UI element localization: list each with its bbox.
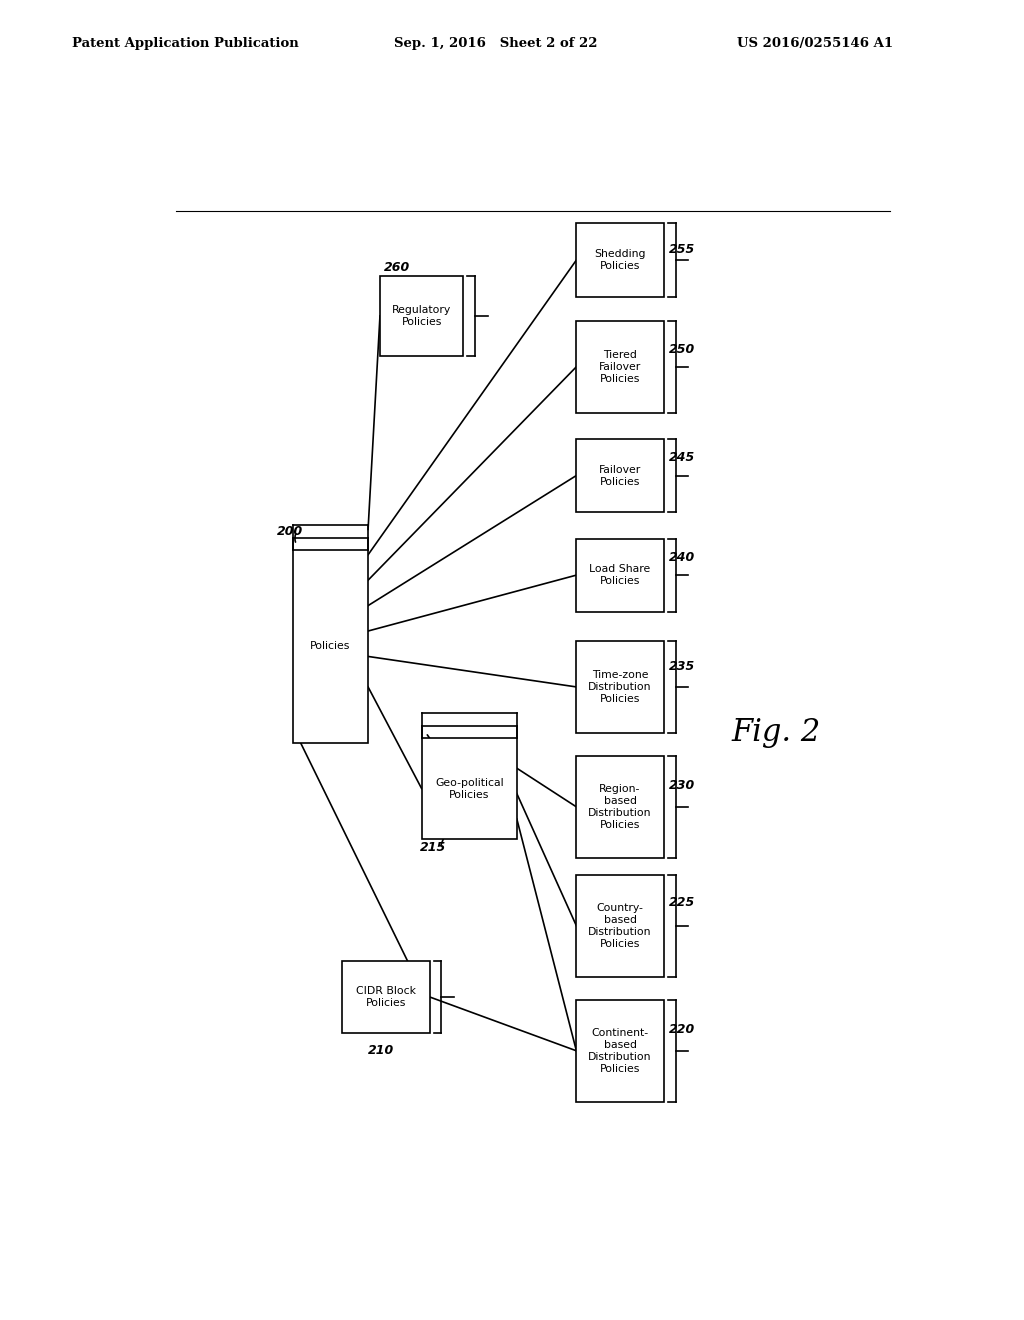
Text: 245: 245 — [670, 450, 695, 463]
Bar — [422, 738, 517, 840]
Text: Patent Application Publication: Patent Application Publication — [72, 37, 298, 50]
Text: 250: 250 — [670, 343, 695, 356]
Bar — [577, 223, 664, 297]
Text: Country-
based
Distribution
Policies: Country- based Distribution Policies — [588, 903, 652, 949]
Text: 200: 200 — [278, 525, 303, 539]
Text: Region-
based
Distribution
Policies: Region- based Distribution Policies — [588, 784, 652, 830]
Bar — [577, 756, 664, 858]
Text: 230: 230 — [670, 779, 695, 792]
Bar — [380, 276, 463, 355]
Text: 210: 210 — [368, 1044, 394, 1057]
Text: Tiered
Failover
Policies: Tiered Failover Policies — [599, 350, 641, 384]
Text: 225: 225 — [670, 896, 695, 909]
Text: 220: 220 — [670, 1023, 695, 1036]
Text: Load Share
Policies: Load Share Policies — [590, 564, 650, 586]
Text: CIDR Block
Policies: CIDR Block Policies — [356, 986, 416, 1008]
Text: Failover
Policies: Failover Policies — [599, 465, 641, 487]
Text: Geo-political
Policies: Geo-political Policies — [435, 777, 504, 800]
Bar — [577, 539, 664, 611]
Text: 260: 260 — [384, 260, 410, 273]
Text: 240: 240 — [670, 552, 695, 565]
Text: Time-zone
Distribution
Policies: Time-zone Distribution Policies — [588, 671, 652, 704]
Text: Fig. 2: Fig. 2 — [731, 717, 820, 748]
Text: Regulatory
Policies: Regulatory Policies — [392, 305, 452, 327]
Text: Sep. 1, 2016   Sheet 2 of 22: Sep. 1, 2016 Sheet 2 of 22 — [394, 37, 598, 50]
Text: US 2016/0255146 A1: US 2016/0255146 A1 — [737, 37, 893, 50]
Text: Continent-
based
Distribution
Policies: Continent- based Distribution Policies — [588, 1028, 652, 1073]
Text: Policies: Policies — [310, 642, 350, 651]
Bar — [342, 961, 430, 1032]
Text: Shedding
Policies: Shedding Policies — [594, 249, 646, 271]
Bar — [293, 549, 368, 743]
Bar — [577, 642, 664, 733]
Bar — [577, 875, 664, 977]
Bar — [577, 321, 664, 412]
Text: 235: 235 — [670, 660, 695, 673]
Bar — [577, 1001, 664, 1102]
Text: 255: 255 — [670, 243, 695, 256]
Bar — [577, 440, 664, 512]
Text: 215: 215 — [420, 841, 446, 854]
